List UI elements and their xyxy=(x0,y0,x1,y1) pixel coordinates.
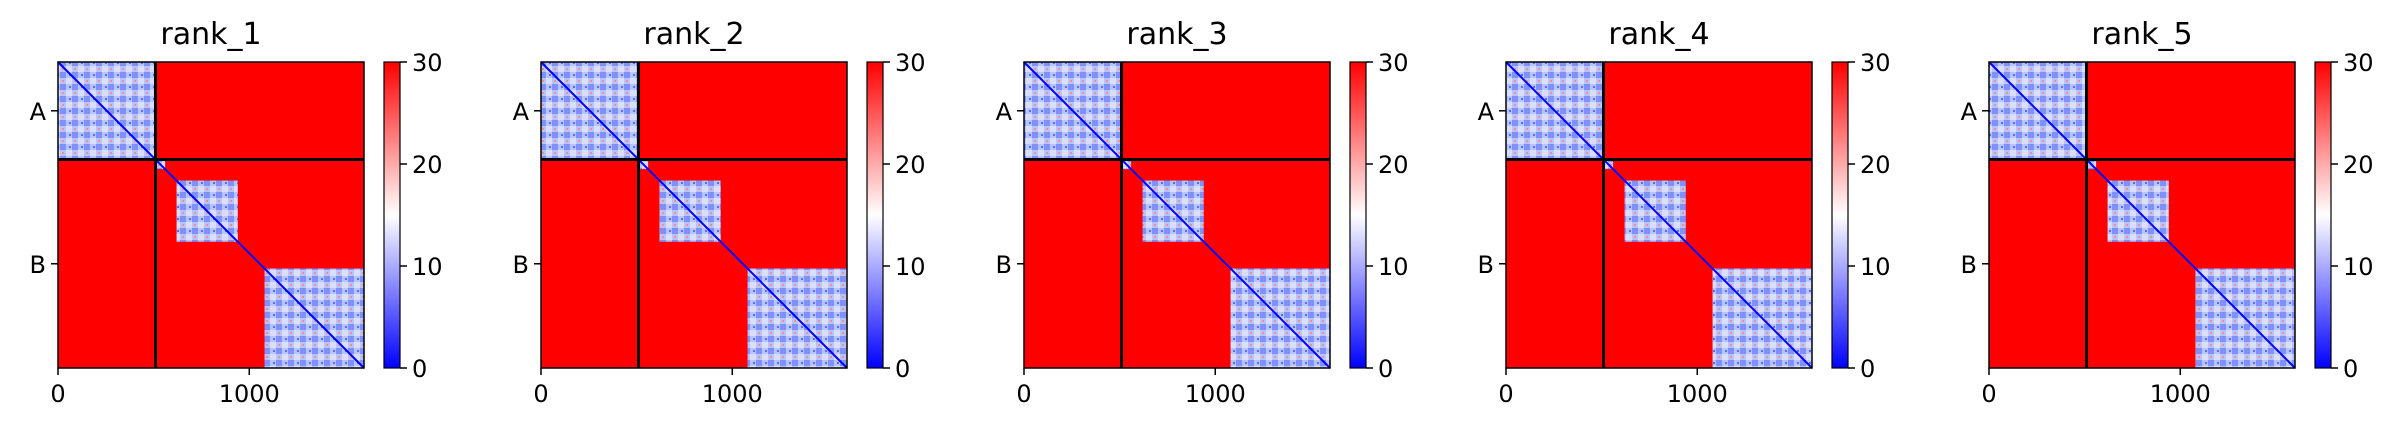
axes-frame xyxy=(540,61,848,369)
colorbar-tick-label: 20 xyxy=(1378,151,1409,179)
heatmap-panel-3: rank_3 A B 0 1000 0 10 20 30 xyxy=(996,17,1409,408)
colorbar-tick-label: 20 xyxy=(2343,151,2374,179)
chain-label: A xyxy=(1478,98,1495,126)
panel-title: rank_5 xyxy=(2091,17,2192,52)
colorbar-tick-label: 10 xyxy=(412,253,443,281)
colorbar-tick-label: 30 xyxy=(412,49,443,77)
colorbar-tick-label: 20 xyxy=(412,151,443,179)
x-tick-label: 0 xyxy=(1016,380,1031,408)
panel-title: rank_3 xyxy=(1126,17,1227,52)
colorbar xyxy=(2314,61,2332,369)
panel-title: rank_4 xyxy=(1608,17,1709,52)
heatmap-diagonal xyxy=(1988,61,2296,369)
axes-frame xyxy=(1505,61,1813,369)
colorbar-tick-label: 0 xyxy=(2343,355,2358,383)
heatmap-diagonal xyxy=(1505,61,1813,369)
colorbar xyxy=(866,61,884,369)
x-tick-label: 0 xyxy=(50,380,65,408)
x-tick-label: 0 xyxy=(533,380,548,408)
panel-title: rank_2 xyxy=(643,17,744,52)
x-tick-label: 1000 xyxy=(1667,380,1728,408)
colorbar-tick-label: 20 xyxy=(895,151,926,179)
x-tick-label: 1000 xyxy=(2150,380,2211,408)
chain-label: B xyxy=(513,251,529,279)
heatmap-diagonal xyxy=(1023,61,1331,369)
axes-frame xyxy=(1023,61,1331,369)
colorbar-tick-label: 20 xyxy=(1860,151,1891,179)
heatmap-panel-2: rank_2 A B 0 1000 0 10 20 30 xyxy=(513,17,926,408)
heatmap-diagonal xyxy=(57,61,365,369)
colorbar-tick-label: 0 xyxy=(1378,355,1393,383)
chain-label: A xyxy=(996,98,1013,126)
x-tick-label: 1000 xyxy=(219,380,280,408)
colorbar-tick-label: 30 xyxy=(2343,49,2374,77)
chain-label: B xyxy=(30,251,46,279)
colorbar xyxy=(1831,61,1849,369)
colorbar xyxy=(1349,61,1367,369)
colorbar-tick-label: 10 xyxy=(1378,253,1409,281)
colorbar-tick-label: 10 xyxy=(2343,253,2374,281)
colorbar-tick-label: 0 xyxy=(1860,355,1875,383)
colorbar-tick-label: 10 xyxy=(1860,253,1891,281)
x-tick-label: 1000 xyxy=(702,380,763,408)
colorbar-tick-label: 30 xyxy=(895,49,926,77)
axes-frame xyxy=(57,61,365,369)
chain-label: A xyxy=(1961,98,1978,126)
axes-frame xyxy=(1988,61,2296,369)
chain-label: B xyxy=(1478,251,1494,279)
colorbar-tick-label: 0 xyxy=(412,355,427,383)
colorbar-tick-label: 30 xyxy=(1378,49,1409,77)
chain-label: A xyxy=(513,98,530,126)
chain-label: A xyxy=(30,98,47,126)
colorbar-tick-label: 0 xyxy=(895,355,910,383)
panel-title: rank_1 xyxy=(160,17,261,52)
x-tick-label: 0 xyxy=(1498,380,1513,408)
chain-label: B xyxy=(996,251,1012,279)
chain-label: B xyxy=(1961,251,1977,279)
x-tick-label: 0 xyxy=(1981,380,1996,408)
colorbar xyxy=(383,61,401,369)
x-tick-label: 1000 xyxy=(1185,380,1246,408)
heatmap-panel-4: rank_4 A B 0 1000 0 10 20 30 xyxy=(1478,17,1891,408)
heatmap-diagonal xyxy=(540,61,848,369)
heatmap-panel-1: rank_1 A B 0 1000 0 10 20 30 xyxy=(30,17,443,408)
heatmap-panel-5: rank_5 A B 0 1000 0 10 20 30 xyxy=(1961,17,2374,408)
colorbar-tick-label: 10 xyxy=(895,253,926,281)
colorbar-tick-label: 30 xyxy=(1860,49,1891,77)
